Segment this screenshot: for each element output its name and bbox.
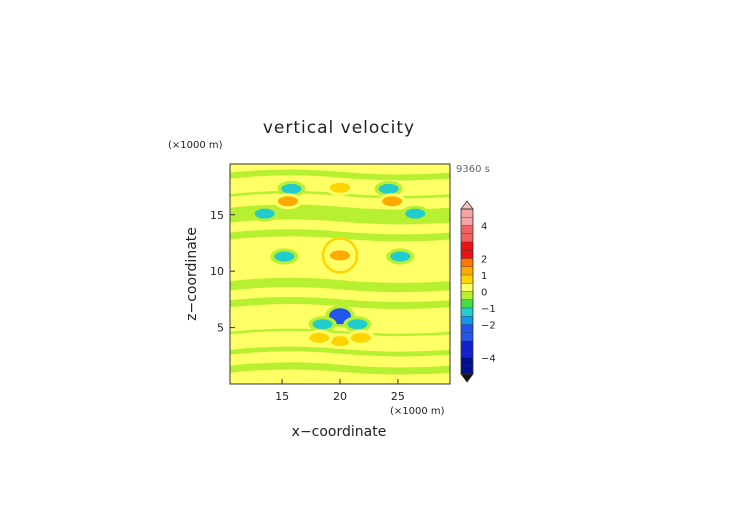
colorbar-tick-label: 4	[481, 222, 487, 233]
colorbar-extend-bottom	[460, 373, 474, 383]
updraft-ring	[321, 237, 359, 274]
colorbar-level	[461, 291, 473, 300]
negative-band	[230, 328, 450, 337]
updraft-cell	[309, 332, 330, 343]
colorbar-tick-label: 1	[481, 271, 487, 282]
colorbar-frame	[460, 208, 474, 375]
negative-band	[230, 296, 450, 310]
downdraft-cell	[405, 208, 426, 219]
updraft-cell	[350, 332, 371, 343]
x-axis-label: x−coordinate	[292, 424, 387, 440]
colorbar-level	[461, 275, 473, 284]
plot-area: 15 20 25 5 10 15	[210, 163, 451, 403]
negative-band	[230, 362, 450, 375]
colorbar-level	[461, 299, 473, 308]
x-tick-label: 20	[333, 390, 347, 403]
negative-band	[230, 204, 450, 225]
colorbar-level	[461, 316, 473, 325]
y-tick-label: 15	[210, 209, 224, 222]
x-tick-label: 25	[391, 390, 405, 403]
downdraft-cell	[312, 319, 333, 330]
negative-band	[230, 229, 450, 242]
updraft-cell	[277, 196, 298, 207]
colorbar-level	[461, 283, 473, 292]
x-axis-ticks: 15 20 25	[275, 379, 405, 403]
updraft-cell	[382, 196, 403, 207]
colorbar-tick-label: 0	[481, 288, 487, 299]
negative-band	[230, 169, 450, 181]
y-axis-label: z−coordinate	[184, 227, 200, 321]
velocity-field	[230, 169, 450, 375]
updraft-cell	[330, 336, 350, 347]
downdraft-cell	[390, 251, 411, 262]
downdraft-core	[334, 311, 346, 321]
colorbar-tick-label: −4	[481, 354, 496, 365]
y-unit-label: (×1000 m)	[168, 140, 223, 151]
downdraft-cell	[254, 208, 275, 219]
colorbar-tick-label: −2	[481, 321, 496, 332]
colorbar-level	[461, 266, 473, 275]
y-tick-label: 10	[210, 265, 224, 278]
y-axis-ticks: 5 10 15	[210, 209, 235, 335]
colorbar-level	[461, 308, 473, 317]
downdraft-cell	[347, 319, 368, 330]
downdraft-cell	[281, 183, 302, 194]
x-unit-label: (×1000 m)	[390, 406, 445, 417]
chart-title: vertical velocity	[263, 118, 415, 138]
colorbar: 4 2 1 0 −1 −2 −4	[460, 200, 496, 383]
colorbar-tick-label: −1	[481, 304, 496, 315]
colorbar-level	[461, 258, 473, 267]
downdraft-cell	[274, 251, 295, 262]
colorbar-tick-label: 2	[481, 255, 487, 266]
time-label: 9360 s	[456, 164, 490, 175]
x-tick-label: 15	[275, 390, 289, 403]
updraft-cell	[330, 250, 350, 261]
negative-band	[230, 346, 450, 357]
y-tick-label: 5	[217, 322, 224, 335]
updraft-cell	[330, 182, 350, 193]
colorbar-extend-top	[460, 200, 474, 210]
downdraft-cell	[378, 183, 399, 194]
negative-band	[230, 277, 450, 293]
